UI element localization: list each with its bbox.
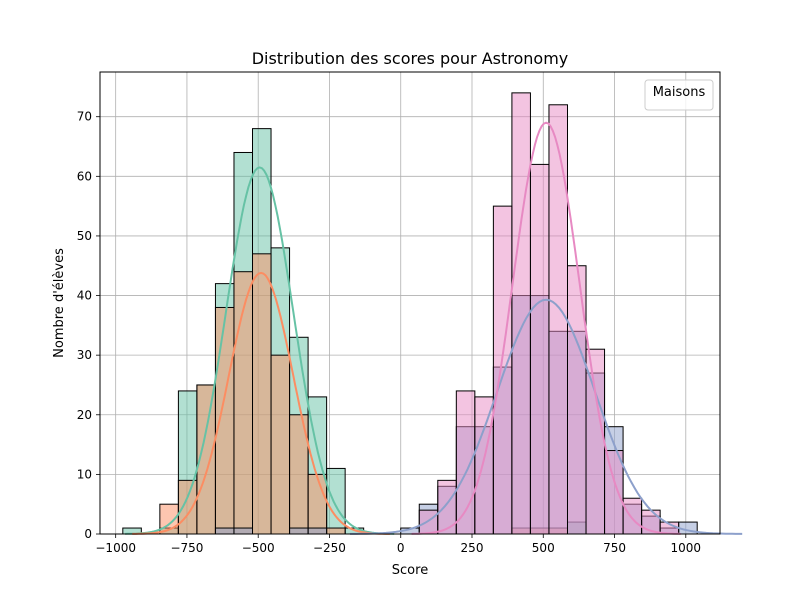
y-tick-label: 0 <box>84 527 92 541</box>
y-tick-label: 70 <box>77 110 92 124</box>
y-tick-label: 10 <box>77 467 92 481</box>
histogram-bar-orange <box>270 354 291 535</box>
histogram-bar-pink <box>418 509 439 535</box>
x-tick-label: −500 <box>242 541 275 555</box>
y-tick-label: 50 <box>77 229 92 243</box>
histogram-bar-pink <box>622 497 643 535</box>
x-tick-label: 750 <box>603 541 626 555</box>
histogram-bar-pink <box>604 450 624 535</box>
x-tick-label: −250 <box>313 541 346 555</box>
legend-title: Maisons <box>653 85 706 100</box>
kde-curve-green <box>125 166 395 535</box>
chart-title: Distribution des scores pour Astronomy <box>252 49 569 68</box>
legend-box <box>644 79 714 111</box>
legend[interactable]: Maisons <box>644 79 714 111</box>
y-axis-label: Nombre d'élèves <box>52 248 67 358</box>
plot-frame <box>99 71 721 535</box>
x-tick-label: −750 <box>170 541 203 555</box>
histogram-bar-pink <box>585 348 606 535</box>
y-tick-label: 20 <box>77 408 92 422</box>
histogram-bar-orange <box>177 479 198 535</box>
histogram-bar-orange <box>307 473 328 535</box>
x-tick-label: 250 <box>461 541 484 555</box>
x-tick-label: 1000 <box>671 541 702 555</box>
kde-curve-blue <box>350 298 743 535</box>
kde-layer <box>125 121 743 535</box>
y-tick-label: 60 <box>77 169 92 183</box>
histogram-bar-blue <box>307 527 328 535</box>
x-tick-label: 500 <box>532 541 555 555</box>
histogram-bar-orange <box>252 253 272 535</box>
histogram-bar-blue <box>233 527 254 535</box>
histogram-bar-orange <box>326 527 346 535</box>
histogram-bar-orange <box>214 306 235 535</box>
histogram-bar-pink <box>455 390 476 535</box>
y-axis: 0 10 20 30 40 50 60 70 <box>77 110 100 541</box>
histogram-bar-blue <box>214 527 235 535</box>
histogram-bar-pink <box>548 104 568 535</box>
kde-curve-orange <box>132 271 390 535</box>
histogram-bar-blue <box>289 527 309 535</box>
x-axis: −1000 −750 −500 −250 0 250 500 750 1000 <box>95 534 701 555</box>
histogram-bar-pink <box>474 396 494 535</box>
histogram-bar-pink <box>529 163 550 535</box>
y-tick-label: 40 <box>77 289 92 303</box>
x-tick-label: −1000 <box>95 541 136 555</box>
kde-curve-pink <box>411 121 681 535</box>
histogram-bar-pink <box>437 479 457 535</box>
histogram-bar-pink <box>492 205 513 535</box>
x-tick-label: 0 <box>397 541 405 555</box>
histogram-bar-pink <box>511 92 531 535</box>
x-axis-label: Score <box>392 563 428 578</box>
y-tick-label: 30 <box>77 348 92 362</box>
